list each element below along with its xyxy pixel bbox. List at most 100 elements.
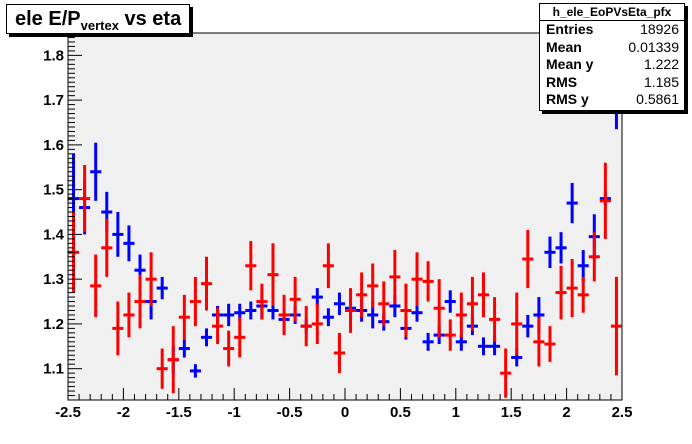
x-tick-label: 2 <box>562 404 570 421</box>
data-point <box>444 319 456 351</box>
data-point <box>156 348 168 389</box>
data-point <box>267 243 279 307</box>
stats-value: 0.5861 <box>636 91 679 107</box>
x-tick-label: 0 <box>341 404 349 421</box>
data-point <box>112 212 124 257</box>
data-point <box>466 276 478 331</box>
data-point <box>367 263 379 309</box>
stats-value: 18926 <box>640 21 679 37</box>
data-point <box>189 364 201 378</box>
data-point <box>522 229 534 289</box>
plot-frame <box>67 32 623 401</box>
x-tick-label: -0.5 <box>277 404 303 421</box>
data-point <box>212 308 224 345</box>
data-point <box>588 232 600 282</box>
data-point <box>245 301 257 320</box>
stats-value: 1.185 <box>643 73 679 90</box>
data-point <box>400 283 412 338</box>
x-tick-label: -2.5 <box>55 404 81 421</box>
axis-layer: -2.5 -2 -1.5 -1 -0.5 0 0.5 1 1.5 2 2.5 1.1 1.2 1.3 1.4… <box>43 32 632 421</box>
data-point <box>289 276 301 322</box>
stats-value: 0.01339 <box>628 38 679 55</box>
data-point <box>333 292 345 315</box>
data-point <box>522 314 534 338</box>
data-point <box>577 250 589 282</box>
data-point <box>134 274 146 329</box>
data-point <box>256 283 268 320</box>
data-point <box>223 330 235 367</box>
data-point <box>234 317 246 358</box>
x-tick-label: -1.5 <box>166 404 192 421</box>
data-point <box>555 232 567 264</box>
data-point <box>345 288 357 333</box>
chart-title: ele E/Pvertex vs eta <box>6 4 191 34</box>
data-point <box>422 261 434 302</box>
data-point <box>311 303 323 345</box>
y-tick-label: 1.7 <box>43 92 64 109</box>
data-point <box>245 241 257 291</box>
y-tick-label: 1.3 <box>43 271 64 288</box>
data-point <box>145 252 157 307</box>
data-point <box>477 337 490 356</box>
data-point <box>278 294 290 336</box>
y-tick-label: 1.1 <box>43 361 64 378</box>
x-tick-label: -2 <box>117 404 130 421</box>
data-point <box>566 182 578 224</box>
title-rest: vs eta <box>118 8 182 30</box>
data-point <box>333 332 345 374</box>
data-point <box>610 276 622 376</box>
data-point <box>356 272 368 318</box>
data-point <box>112 301 124 356</box>
y-tick-label: 1.5 <box>43 182 64 199</box>
data-point <box>200 328 213 347</box>
data-point <box>444 290 456 313</box>
data-point <box>300 306 312 347</box>
data-point <box>500 348 512 398</box>
data-point <box>311 288 323 307</box>
series-layer <box>68 71 622 398</box>
data-point <box>378 281 390 327</box>
data-point <box>477 272 490 318</box>
stats-label: Mean <box>546 38 582 55</box>
data-point <box>566 259 578 318</box>
data-point <box>101 218 113 277</box>
data-point <box>489 297 501 342</box>
x-tick-label: 1 <box>452 404 460 421</box>
stats-row-rms-y: RMS y 0.5861 <box>540 91 684 109</box>
data-point <box>511 292 523 356</box>
stats-row-rms: RMS 1.185 <box>540 74 684 92</box>
title-subscript: vertex <box>80 18 119 33</box>
stats-label: RMS <box>546 73 578 90</box>
y-tick-label: 1.2 <box>43 316 64 333</box>
data-point <box>123 292 135 338</box>
data-point <box>178 339 190 358</box>
stats-row-entries: Entries 18926 <box>540 21 684 39</box>
title-main: ele E/P <box>15 8 81 30</box>
stats-row-mean-y: Mean y 1.222 <box>540 56 684 74</box>
x-tick-label: 0.5 <box>390 404 411 421</box>
stats-row-mean: Mean 0.01339 <box>540 39 684 57</box>
stats-histogram-name: h_ele_EoPVsEta_pfx <box>540 4 684 21</box>
data-point <box>577 276 589 313</box>
stats-label: Mean y <box>546 56 594 72</box>
stats-value: 1.222 <box>643 56 679 72</box>
data-point <box>223 303 235 327</box>
data-point <box>411 252 423 307</box>
data-point <box>90 254 102 318</box>
data-point <box>322 243 334 289</box>
x-tick-label: 1.5 <box>501 404 522 421</box>
data-point <box>411 303 423 322</box>
data-point <box>389 250 401 304</box>
stats-label: RMS y <box>546 91 589 107</box>
data-point <box>90 142 102 201</box>
data-point <box>455 292 467 338</box>
data-point <box>178 294 190 340</box>
data-point <box>544 326 556 362</box>
y-tick-label: 1.6 <box>43 137 64 154</box>
data-point <box>79 165 91 233</box>
data-point <box>167 326 179 394</box>
data-point <box>544 236 556 268</box>
data-point <box>599 162 611 239</box>
data-point <box>322 308 334 327</box>
data-point <box>422 332 434 351</box>
